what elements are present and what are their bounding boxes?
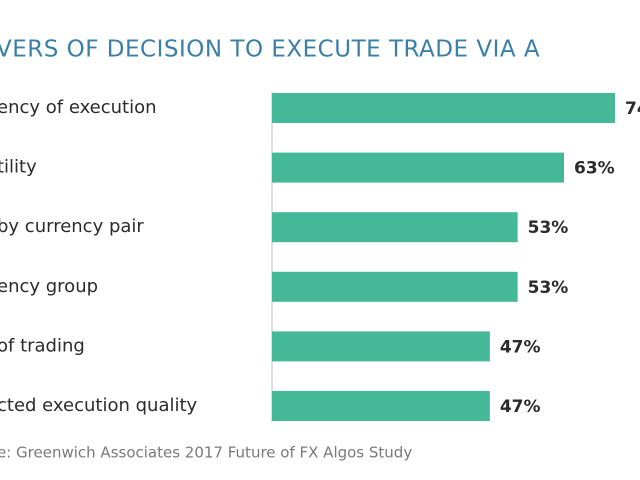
bar (272, 93, 615, 123)
value-label: 53% (528, 218, 569, 238)
category-label: of trading (0, 335, 85, 356)
category-label: ency of execution (0, 97, 157, 118)
bar (272, 152, 565, 183)
category-label: ency group (0, 276, 98, 297)
bar (272, 391, 490, 421)
value-label: 47% (500, 397, 541, 417)
category-label: cted execution quality (0, 395, 198, 416)
value-label: 63% (574, 159, 615, 179)
source-note: e: Greenwich Associates 2017 Future of F… (0, 444, 412, 462)
category-label: by currency pair (0, 216, 144, 237)
value-label: 53% (528, 278, 569, 298)
chart-title: VERS OF DECISION TO EXECUTE TRADE VIA A (0, 37, 540, 63)
category-label: tility (0, 157, 37, 178)
bar (272, 212, 518, 243)
bar (272, 331, 490, 362)
value-label: 47% (500, 337, 541, 357)
value-label: 74% (625, 99, 640, 119)
bar (272, 271, 518, 302)
